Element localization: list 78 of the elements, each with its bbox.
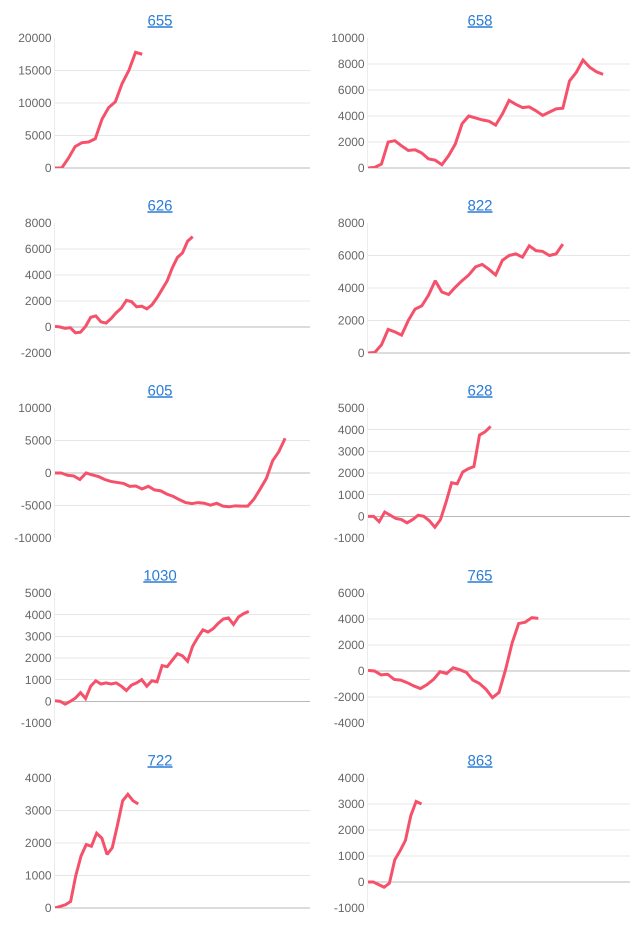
line-series (368, 616, 540, 700)
y-tick-label: -10000 (14, 531, 52, 546)
y-tick-label: 0 (358, 346, 365, 360)
y-tick-label: 1000 (24, 868, 52, 883)
chart-title: 863 (467, 752, 493, 770)
y-tick-label: 8000 (24, 216, 52, 230)
y-tick-label: 0 (358, 664, 365, 678)
y-tick-label: 0 (44, 901, 52, 916)
y-tick-label: 4000 (24, 771, 52, 786)
y-tick-label: 5000 (24, 434, 52, 448)
y-tick-label: 0 (358, 510, 365, 524)
y-tick-label: 5000 (24, 586, 52, 600)
line-series (368, 58, 605, 168)
y-tick-label: 2000 (338, 466, 365, 480)
y-tick-label: 2000 (24, 651, 52, 666)
y-tick-label: 2000 (338, 638, 365, 652)
y-tick-label: 3000 (24, 630, 52, 644)
y-tick-label: 3000 (338, 444, 365, 459)
y-tick-label: -1000 (334, 901, 365, 916)
y-tick-label: 0 (44, 466, 52, 480)
y-tick-label: -1000 (334, 531, 365, 546)
y-tick-label: -5000 (20, 498, 52, 513)
y-tick-label: 2000 (24, 836, 52, 850)
y-tick-label: 1000 (338, 849, 365, 864)
line-series (55, 610, 250, 706)
y-tick-label: 4000 (338, 281, 365, 296)
y-tick-label: 2000 (24, 294, 52, 308)
y-tick-label: 0 (358, 875, 365, 890)
y-tick-label: 0 (44, 694, 52, 709)
y-tick-label: 4000 (338, 109, 365, 124)
chart-title: 655 (147, 12, 173, 30)
y-tick-label: 1000 (24, 672, 52, 687)
y-tick-label: 8000 (338, 216, 365, 230)
y-tick-label: 10000 (331, 31, 365, 46)
y-tick-label: 6000 (338, 248, 365, 263)
y-tick-label: 4000 (338, 422, 365, 437)
y-tick-label: -1000 (20, 716, 52, 730)
chart-title: 722 (147, 752, 173, 770)
y-tick-label: 6000 (24, 242, 52, 256)
y-tick-label: 6000 (338, 83, 365, 98)
y-tick-label: 15000 (18, 64, 52, 78)
chart-title: 822 (467, 197, 493, 214)
y-tick-label: 3000 (24, 804, 52, 818)
y-tick-label: 2000 (338, 823, 365, 838)
y-tick-label: 6000 (338, 586, 365, 600)
y-tick-label: 4000 (338, 771, 365, 786)
y-tick-label: 20000 (18, 31, 52, 46)
y-tick-label: 0 (358, 161, 365, 176)
y-tick-label: 10000 (18, 96, 52, 110)
y-tick-label: 2000 (338, 314, 365, 328)
y-tick-label: 5000 (338, 401, 365, 416)
y-tick-label: 4000 (338, 612, 365, 626)
chart-title: 605 (147, 382, 173, 400)
y-tick-label: 1000 (338, 488, 365, 502)
y-tick-label: 0 (44, 161, 52, 176)
y-tick-label: -2000 (20, 346, 52, 360)
y-tick-label: 10000 (18, 401, 52, 416)
chart-title: 626 (147, 197, 173, 214)
y-tick-label: 8000 (338, 57, 365, 72)
line-series (55, 50, 144, 168)
chart-title: 765 (467, 567, 493, 584)
y-tick-label: 5000 (24, 128, 52, 143)
y-tick-label: 3000 (338, 797, 365, 812)
y-tick-label: 0 (44, 320, 52, 334)
line-series (368, 242, 564, 353)
y-tick-label: 4000 (24, 268, 52, 282)
chart-title: 1030 (143, 567, 177, 584)
y-tick-label: 2000 (338, 135, 365, 150)
line-series (55, 235, 194, 334)
line-series (55, 792, 140, 908)
y-tick-label: -4000 (334, 716, 365, 730)
chart-title: 628 (467, 382, 493, 400)
y-tick-label: 4000 (24, 608, 52, 622)
line-series (368, 800, 423, 889)
line-series (55, 436, 287, 508)
y-tick-label: -2000 (334, 690, 365, 704)
chart-title: 658 (467, 12, 493, 30)
line-series (368, 424, 492, 529)
